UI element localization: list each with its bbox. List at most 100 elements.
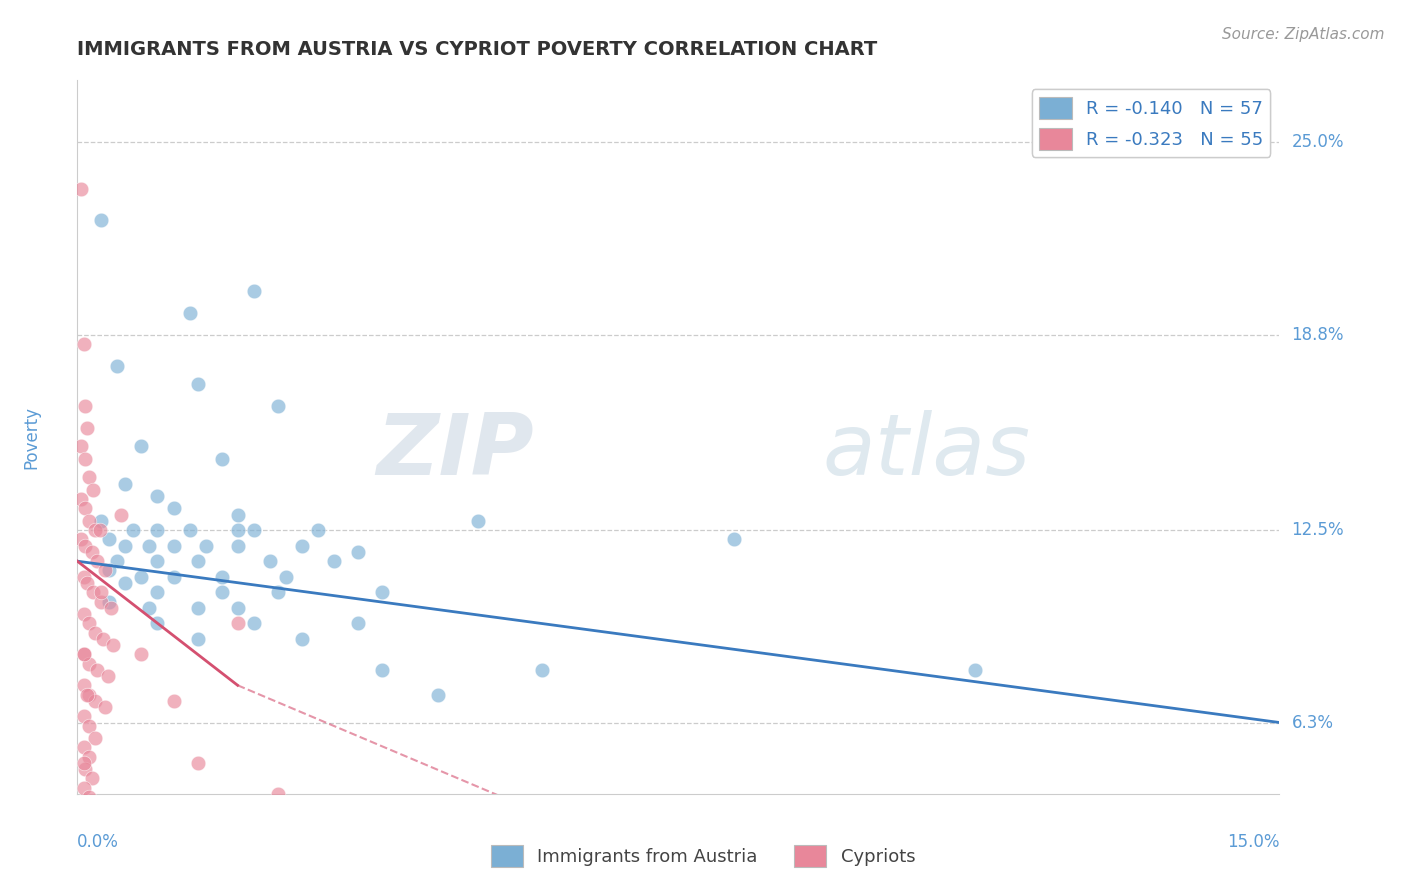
Point [75, 501, 97, 516]
Point [103, 638, 125, 652]
Point [131, 570, 153, 584]
Point [162, 570, 184, 584]
Point [89, 523, 111, 537]
Point [138, 600, 160, 615]
Point [531, 663, 554, 677]
Point [242, 616, 264, 631]
Legend: R = -0.140   N = 57, R = -0.323   N = 55: R = -0.140 N = 57, R = -0.323 N = 55 [1032, 89, 1271, 157]
Point [186, 554, 209, 568]
Point [114, 575, 136, 590]
Point [162, 539, 184, 553]
Point [146, 523, 169, 537]
Point [80, 772, 103, 786]
Point [73, 647, 96, 661]
Point [98, 533, 121, 547]
Point [75, 451, 97, 466]
Point [146, 585, 169, 599]
Point [73, 678, 96, 692]
Text: Source: ZipAtlas.com: Source: ZipAtlas.com [1222, 27, 1385, 42]
Point [211, 570, 233, 584]
Point [90, 585, 112, 599]
Point [80, 545, 103, 559]
Point [91, 632, 114, 646]
Point [146, 554, 169, 568]
Point [107, 359, 129, 373]
Point [79, 688, 101, 702]
Point [346, 616, 368, 631]
Point [70, 533, 93, 547]
Point [371, 585, 394, 599]
Point [73, 570, 96, 584]
Point [75, 399, 97, 413]
Point [146, 616, 169, 631]
Point [226, 616, 249, 631]
Point [267, 399, 290, 413]
Point [259, 554, 281, 568]
Point [79, 657, 101, 671]
Point [84, 731, 107, 745]
Point [90, 514, 112, 528]
Point [86, 554, 108, 568]
Point [86, 663, 108, 677]
Point [73, 647, 96, 661]
Point [186, 632, 209, 646]
Point [100, 600, 122, 615]
Point [73, 780, 96, 795]
Point [226, 600, 249, 615]
Point [162, 694, 184, 708]
Text: 18.8%: 18.8% [1292, 326, 1344, 343]
Point [70, 439, 93, 453]
Legend: Immigrants from Austria, Cypriots: Immigrants from Austria, Cypriots [484, 838, 922, 874]
Point [346, 545, 368, 559]
Point [226, 523, 249, 537]
Point [79, 616, 101, 631]
Point [371, 663, 394, 677]
Point [186, 377, 209, 392]
Point [226, 508, 249, 522]
Point [79, 514, 101, 528]
Point [98, 564, 121, 578]
Point [73, 756, 96, 770]
Point [186, 600, 209, 615]
Point [467, 514, 489, 528]
Point [186, 756, 209, 770]
Point [146, 489, 169, 503]
Point [94, 564, 117, 578]
Point [179, 306, 201, 320]
Point [267, 585, 290, 599]
Point [84, 694, 107, 708]
Point [75, 762, 97, 776]
Point [131, 647, 153, 661]
Text: Poverty: Poverty [22, 406, 41, 468]
Point [322, 554, 344, 568]
Point [97, 669, 120, 683]
Point [98, 594, 121, 608]
Point [82, 585, 104, 599]
Text: atlas: atlas [823, 409, 1031, 493]
Point [70, 182, 93, 196]
Point [76, 688, 98, 702]
Point [76, 575, 98, 590]
Point [73, 709, 96, 723]
Point [70, 492, 93, 507]
Point [122, 523, 145, 537]
Point [73, 337, 96, 351]
Point [90, 213, 112, 227]
Point [84, 523, 107, 537]
Point [211, 451, 233, 466]
Point [723, 533, 745, 547]
Point [267, 787, 290, 801]
Point [963, 663, 986, 677]
Point [73, 740, 96, 755]
Point [194, 539, 217, 553]
Point [90, 594, 112, 608]
Point [307, 523, 329, 537]
Point [427, 688, 450, 702]
Point [82, 483, 104, 497]
Point [79, 749, 101, 764]
Point [94, 700, 117, 714]
Point [226, 539, 249, 553]
Text: 12.5%: 12.5% [1292, 521, 1344, 539]
Point [242, 523, 264, 537]
Point [76, 421, 98, 435]
